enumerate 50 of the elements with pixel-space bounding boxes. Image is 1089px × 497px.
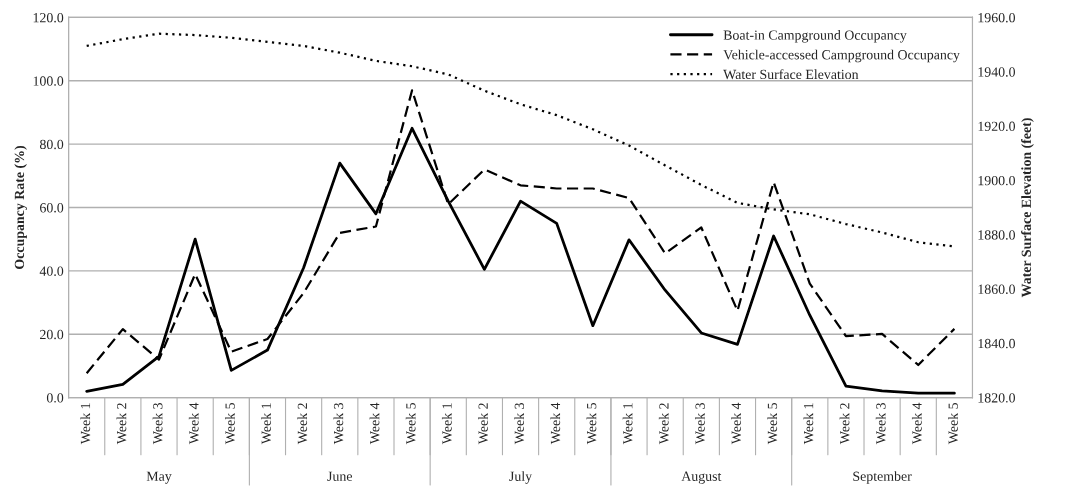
x-tick-label: Week 3: [875, 403, 886, 445]
x-tick-label: Week 3: [333, 403, 344, 445]
text: June: [327, 471, 353, 481]
x-tick-label: Week 4: [369, 402, 380, 445]
y-tick-label: 100.0: [33, 76, 64, 86]
text: May: [146, 471, 172, 484]
x-tick-label: Week 1: [441, 403, 452, 445]
y2-tick-label: 1920.0: [978, 121, 1015, 132]
y-tick-label: 120.0: [33, 12, 64, 23]
x-tick-label: Week 5: [586, 403, 597, 445]
x-tick-label: Week 1: [80, 403, 91, 445]
x-tick-label: Week 5: [405, 403, 416, 445]
x-tick-label: Week 3: [514, 403, 525, 445]
y-axis-title: Occupancy Rate (%): [14, 146, 27, 269]
x-tick-label: Week 5: [767, 403, 778, 445]
x-tick-label: Week 1: [622, 403, 633, 445]
x-tick-label: Week 5: [948, 403, 958, 445]
x-tick-label: Week 2: [839, 403, 850, 445]
y-tick-label: 20.0: [40, 329, 64, 340]
x-tick-label: Week 3: [152, 403, 163, 445]
x-tick-label: Week 2: [478, 403, 488, 445]
y2-tick-label: 1900.0: [978, 175, 1015, 186]
x-tick-label: Week 5: [225, 403, 235, 445]
x-tick-label: Week 1: [803, 403, 814, 445]
legend-label: Boat-in Campground Occupancy: [723, 29, 907, 43]
y-tick-label: 80.0: [39, 139, 64, 150]
legend-label: Water Surface Elevation: [723, 69, 859, 80]
y2-tick-label: 1820.0: [978, 393, 1015, 403]
text: September: [853, 471, 912, 484]
y2-tick-label: 1880.0: [978, 230, 1015, 240]
legend-label: Vehicle-accessed Campground Occupancy: [723, 49, 960, 63]
y-tick-label: 0.0: [46, 393, 64, 403]
x-tick-label: Week 4: [731, 402, 742, 445]
x-tick-label: Week 4: [188, 402, 199, 445]
y2-axis-title: Water Surface Elevation (feet): [1021, 118, 1034, 298]
y-tick-label: 60.0: [40, 203, 64, 213]
y2-tick-label: 1840.0: [978, 338, 1015, 349]
y2-tick-label: 1860.0: [978, 284, 1015, 294]
text: July: [509, 471, 533, 484]
x-tick-label: Week 4: [550, 402, 561, 445]
y2-tick-label: 1940.0: [978, 67, 1015, 77]
x-tick-label: Week 1: [261, 403, 272, 445]
y2-tick-label: 1960.0: [978, 12, 1015, 23]
text: August: [681, 471, 722, 484]
x-tick-label: Week 2: [297, 403, 308, 445]
y-tick-label: 40.0: [39, 266, 64, 276]
x-tick-label: Week 4: [911, 402, 922, 445]
x-tick-label: Week 3: [695, 403, 705, 445]
x-tick-label: Week 2: [116, 403, 127, 445]
x-tick-label: Week 2: [658, 403, 669, 445]
